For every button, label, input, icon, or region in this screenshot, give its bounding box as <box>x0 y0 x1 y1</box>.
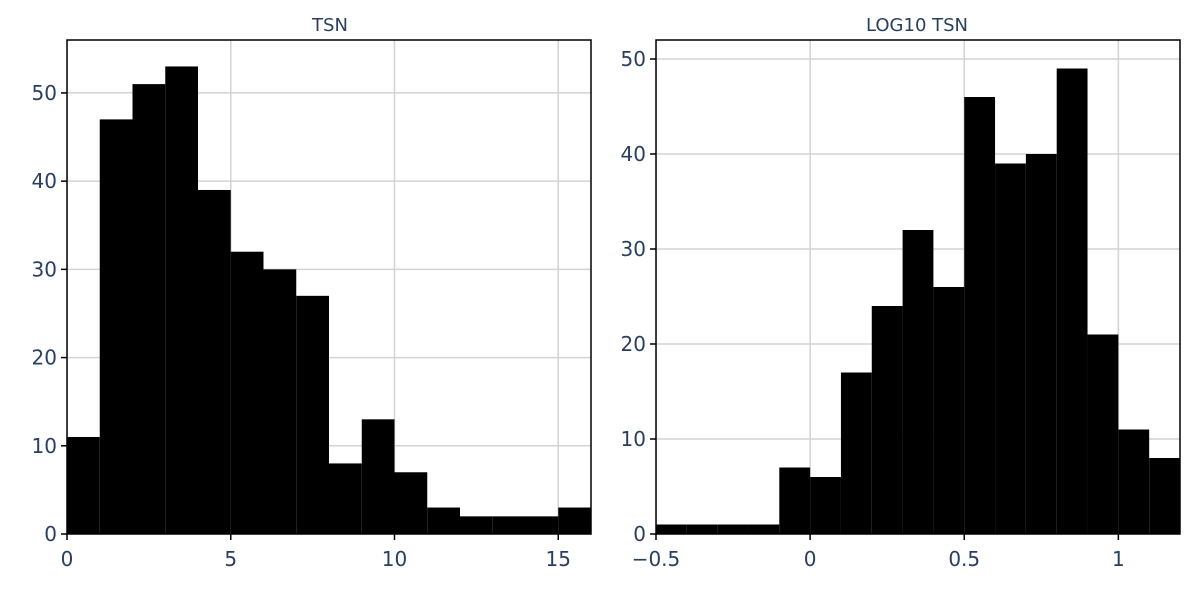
histogram-bar-log10-2 <box>717 524 749 534</box>
y-tick-label-log10-5: 50 <box>621 47 646 71</box>
x-tick-label-tsn-1: 5 <box>224 547 237 571</box>
y-tick-label-tsn-0: 0 <box>44 522 57 546</box>
x-tick-label-log10-3: 1 <box>1112 547 1125 571</box>
histogram-bar-log10-5 <box>810 477 841 534</box>
histogram-bar-tsn-5 <box>230 251 264 534</box>
x-tick-label-tsn-3: 15 <box>546 547 571 571</box>
histogram-bar-tsn-2 <box>132 84 166 534</box>
y-tick-label-tsn-5: 50 <box>32 81 57 105</box>
x-tick-label-log10-1: 0 <box>804 547 817 571</box>
histogram-bar-tsn-8 <box>329 463 362 534</box>
histogram-bar-log10-16 <box>1149 458 1180 534</box>
histogram-bar-tsn-7 <box>296 295 329 534</box>
y-tick-label-tsn-4: 40 <box>32 169 57 193</box>
histogram-bar-tsn-12 <box>460 516 493 534</box>
chart-title-log10-tsn: LOG10 TSN <box>866 15 968 36</box>
y-tick-label-log10-3: 30 <box>621 237 646 261</box>
histogram-bar-log10-10 <box>964 97 996 534</box>
x-tick-label-tsn-2: 10 <box>382 547 407 571</box>
histogram-bar-log10-0 <box>656 524 687 534</box>
histogram-bar-log10-11 <box>995 163 1026 534</box>
histogram-bar-tsn-6 <box>263 269 297 534</box>
x-tick-label-log10-2: 0.5 <box>948 547 980 571</box>
axis-frame-log10 <box>655 39 1181 535</box>
y-tick-label-tsn-2: 20 <box>32 346 57 370</box>
histogram-bar-tsn-0 <box>67 436 100 534</box>
chart-title-tsn: TSN <box>311 15 348 36</box>
histogram-bar-log10-3 <box>748 524 780 534</box>
y-tick-label-tsn-3: 30 <box>32 257 57 281</box>
y-tick-label-log10-4: 40 <box>621 142 646 166</box>
histogram-bar-log10-14 <box>1087 334 1119 534</box>
histogram-bar-tsn-14 <box>525 516 559 534</box>
histogram-bar-log10-4 <box>779 467 811 534</box>
histogram-bar-log10-15 <box>1118 429 1150 534</box>
x-tick-label-log10-0: −0.5 <box>632 547 681 571</box>
y-tick-label-log10-2: 20 <box>621 332 646 356</box>
histogram-bar-log10-8 <box>902 230 934 534</box>
histogram-bar-tsn-3 <box>165 66 198 534</box>
histogram-bar-tsn-9 <box>361 419 395 534</box>
histogram-bar-log10-6 <box>840 372 872 534</box>
histogram-bar-log10-12 <box>1025 154 1057 534</box>
y-tick-label-log10-0: 0 <box>633 522 646 546</box>
histogram-bar-tsn-1 <box>99 119 133 534</box>
bars-tsn <box>67 66 591 534</box>
histogram-bar-log10-7 <box>871 306 903 534</box>
histogram-bar-tsn-15 <box>558 507 591 534</box>
histogram-bar-log10-9 <box>933 287 965 534</box>
subplot-tsn: 0 5 10 15 0 10 20 30 40 50 <box>32 39 592 571</box>
histogram-bar-tsn-13 <box>492 516 526 534</box>
y-tick-label-tsn-1: 10 <box>32 434 57 458</box>
y-tick-label-log10-1: 10 <box>621 427 646 451</box>
axis-frame-tsn <box>66 39 592 535</box>
histogram-bar-tsn-4 <box>198 189 231 534</box>
histogram-bar-tsn-10 <box>394 472 428 534</box>
histogram-bar-tsn-11 <box>427 507 460 534</box>
x-tick-label-tsn-0: 0 <box>61 547 74 571</box>
histogram-bar-log10-13 <box>1056 68 1088 534</box>
bars-log10 <box>656 68 1180 534</box>
histogram-bar-log10-1 <box>686 524 718 534</box>
